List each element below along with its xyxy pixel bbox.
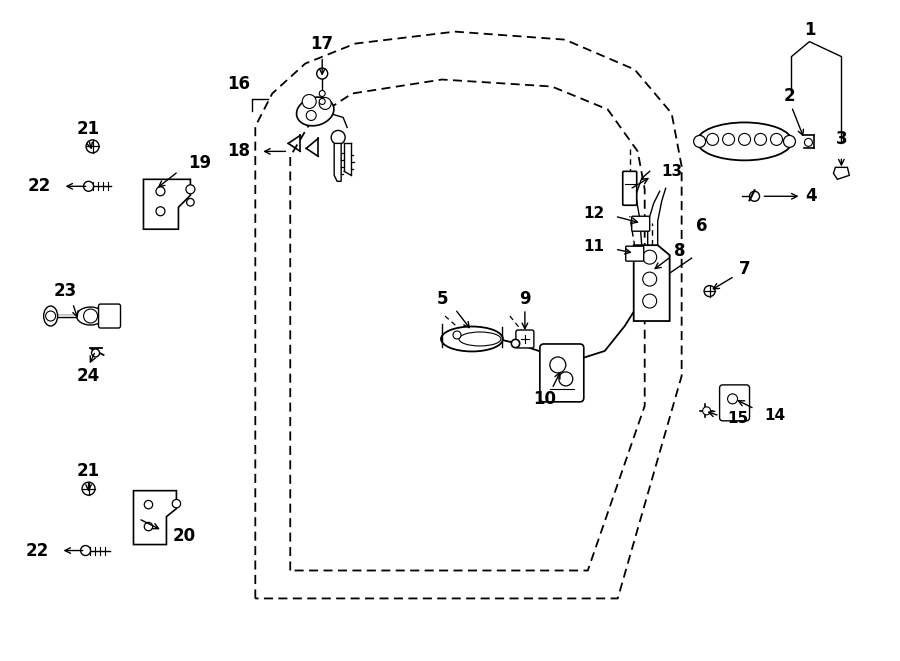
Text: 4: 4 [806, 187, 817, 206]
Circle shape [81, 545, 91, 555]
Circle shape [82, 482, 95, 495]
Circle shape [750, 191, 760, 201]
Circle shape [643, 250, 657, 264]
Circle shape [754, 134, 767, 145]
Ellipse shape [459, 332, 501, 346]
Text: 14: 14 [764, 408, 786, 423]
FancyBboxPatch shape [540, 344, 584, 402]
Text: 8: 8 [674, 242, 686, 260]
Text: 15: 15 [727, 411, 749, 426]
Text: 1: 1 [804, 20, 815, 38]
Text: 22: 22 [25, 541, 49, 560]
Circle shape [784, 136, 796, 147]
Text: 17: 17 [310, 34, 334, 53]
Polygon shape [334, 143, 341, 181]
Text: 19: 19 [188, 155, 212, 173]
Circle shape [156, 207, 165, 215]
FancyBboxPatch shape [98, 304, 121, 328]
Circle shape [92, 349, 100, 357]
Circle shape [453, 331, 461, 339]
Text: 2: 2 [784, 87, 796, 106]
Circle shape [739, 134, 751, 145]
Text: 10: 10 [534, 390, 556, 408]
Circle shape [805, 138, 813, 146]
FancyBboxPatch shape [626, 246, 644, 261]
Ellipse shape [441, 327, 503, 352]
Circle shape [643, 294, 657, 308]
Circle shape [727, 394, 738, 404]
Polygon shape [133, 490, 176, 545]
Text: 7: 7 [739, 260, 751, 278]
Circle shape [643, 272, 657, 286]
Ellipse shape [43, 306, 58, 326]
Text: 23: 23 [54, 282, 77, 300]
Ellipse shape [296, 97, 334, 126]
Circle shape [704, 286, 716, 297]
Ellipse shape [76, 307, 104, 325]
Circle shape [46, 311, 56, 321]
Circle shape [703, 407, 711, 415]
Text: 20: 20 [173, 527, 195, 545]
Circle shape [156, 187, 165, 196]
Circle shape [186, 185, 195, 194]
Circle shape [144, 522, 153, 531]
Circle shape [723, 134, 734, 145]
Circle shape [320, 97, 331, 110]
Text: 6: 6 [696, 217, 707, 235]
FancyBboxPatch shape [516, 330, 534, 348]
Text: 9: 9 [519, 290, 531, 308]
FancyBboxPatch shape [632, 216, 650, 231]
FancyBboxPatch shape [623, 171, 636, 206]
Circle shape [186, 198, 194, 206]
Circle shape [306, 110, 316, 120]
Text: 12: 12 [583, 206, 605, 221]
Text: 21: 21 [77, 120, 100, 138]
Text: 24: 24 [76, 367, 100, 385]
Polygon shape [634, 245, 670, 321]
Polygon shape [833, 167, 850, 179]
Circle shape [84, 181, 94, 191]
Circle shape [559, 372, 572, 386]
Text: 11: 11 [584, 239, 605, 254]
Circle shape [144, 500, 153, 509]
Polygon shape [143, 179, 191, 229]
FancyBboxPatch shape [720, 385, 750, 421]
Text: 18: 18 [228, 142, 250, 161]
Circle shape [770, 134, 782, 145]
Circle shape [317, 68, 328, 79]
Text: 21: 21 [77, 461, 100, 480]
Circle shape [694, 136, 706, 147]
Circle shape [550, 357, 566, 373]
Text: 13: 13 [662, 164, 683, 179]
Circle shape [84, 309, 97, 323]
Text: 3: 3 [835, 130, 847, 149]
Circle shape [320, 91, 325, 97]
Circle shape [172, 500, 181, 508]
Circle shape [706, 134, 718, 145]
Text: 5: 5 [436, 290, 448, 308]
Circle shape [86, 140, 99, 153]
Circle shape [302, 95, 316, 108]
Text: 22: 22 [27, 177, 50, 195]
Ellipse shape [698, 122, 792, 161]
Circle shape [320, 98, 325, 104]
Text: 16: 16 [227, 75, 250, 93]
Circle shape [331, 130, 346, 144]
